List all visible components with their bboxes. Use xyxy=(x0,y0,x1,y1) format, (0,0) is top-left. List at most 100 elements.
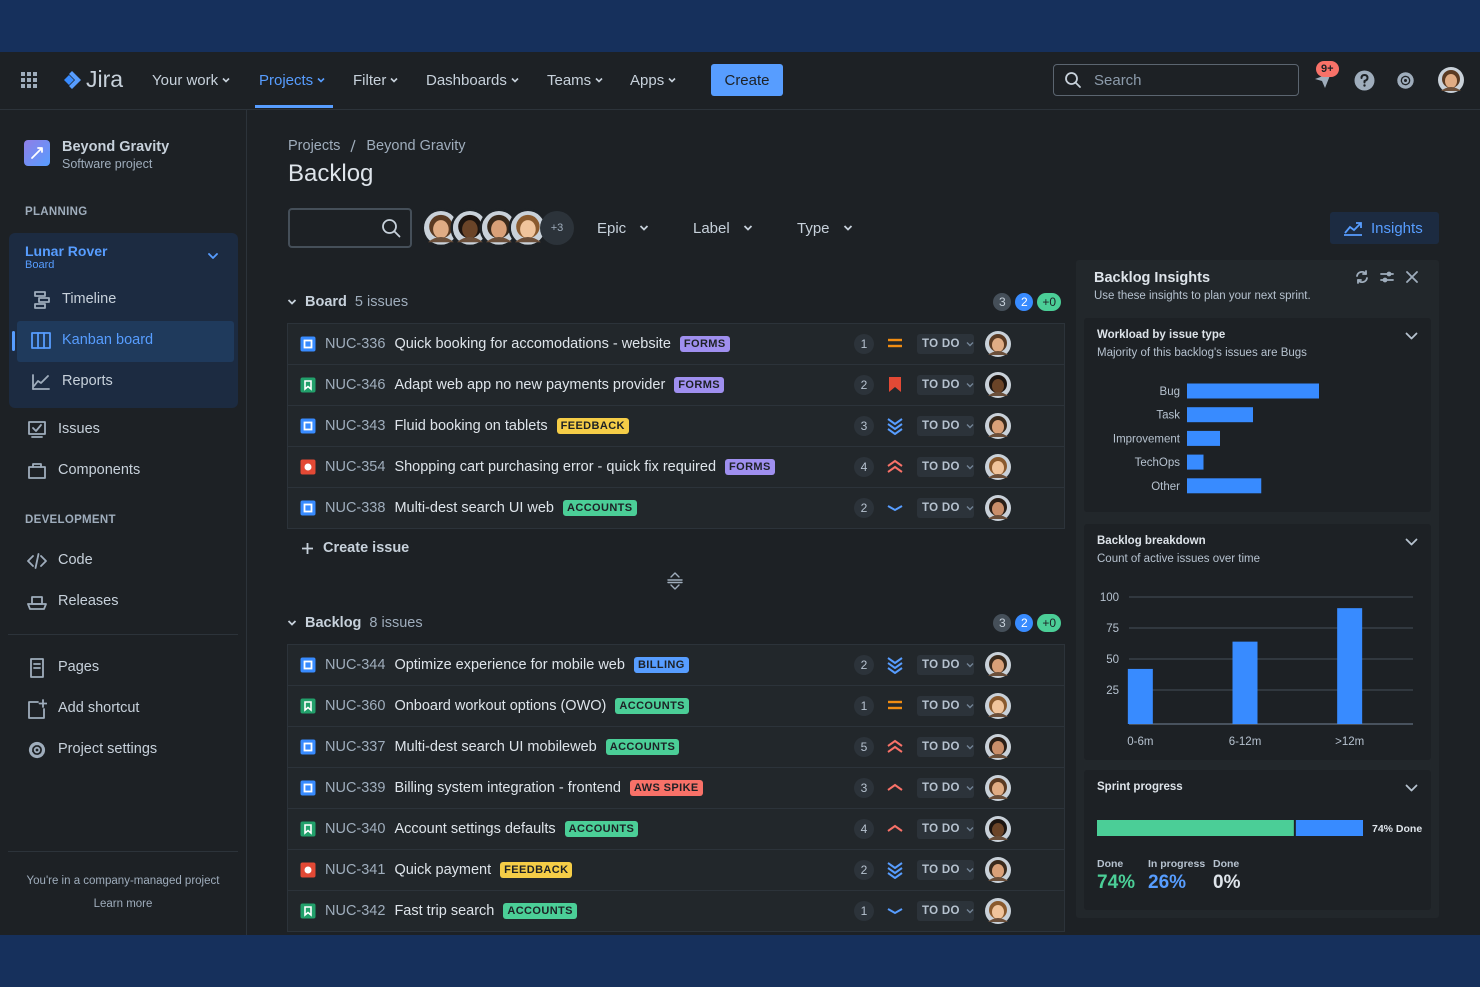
sidebar-item-icon[interactable] xyxy=(31,331,51,351)
sidebar-item-label[interactable]: Kanban board xyxy=(62,332,154,348)
sidebar-item-label[interactable]: Timeline xyxy=(62,291,117,307)
issue-row[interactable]: NUC-339 Billing system integration - fron… xyxy=(287,767,1065,809)
issue-row[interactable]: NUC-336 Quick booking for accomodations -… xyxy=(287,323,1065,365)
issue-status[interactable]: TO DO xyxy=(917,655,974,675)
profile-avatar[interactable] xyxy=(1438,67,1464,93)
people-avatar[interactable] xyxy=(511,211,545,245)
more-people[interactable]: +3 xyxy=(540,211,574,245)
refresh-button[interactable] xyxy=(1355,270,1369,284)
resize-handle[interactable] xyxy=(667,572,683,590)
learn-more-link[interactable]: Learn more xyxy=(93,898,153,910)
issue-main: NUC-341 Quick payment FEEDBACK xyxy=(287,849,573,890)
icon-part xyxy=(1344,222,1362,234)
nav-item[interactable]: Teams xyxy=(547,70,604,90)
card-collapse[interactable] xyxy=(1405,332,1418,341)
sidebar-item-label[interactable]: Pages xyxy=(58,659,100,675)
close-panel-button[interactable] xyxy=(1406,271,1418,283)
card-collapse[interactable] xyxy=(1405,784,1418,793)
filter-dropdown[interactable]: Epic xyxy=(597,218,649,238)
panel-settings-button[interactable] xyxy=(1380,270,1394,284)
issue-status[interactable]: TO DO xyxy=(917,860,974,880)
icon-part xyxy=(304,823,312,835)
icon-part xyxy=(34,291,46,297)
nav-item[interactable]: Dashboards xyxy=(426,70,520,90)
people-avatar[interactable] xyxy=(482,211,516,245)
issue-status[interactable]: TO DO xyxy=(917,696,974,716)
issue-status[interactable]: TO DO xyxy=(917,457,974,477)
sidebar-item-label[interactable]: Issues xyxy=(58,421,100,437)
breadcrumb[interactable]: Projects xyxy=(288,138,341,154)
create-button[interactable]: Create xyxy=(711,64,783,96)
icon-part xyxy=(887,862,903,879)
issue-status[interactable]: TO DO xyxy=(917,778,974,798)
icon-part xyxy=(966,424,974,429)
issue-row[interactable]: NUC-340 Account settings defaults ACCOUNTS… xyxy=(287,808,1065,850)
breadcrumb[interactable]: Beyond Gravity xyxy=(366,138,466,154)
issue-status[interactable]: TO DO xyxy=(917,375,974,395)
section-header[interactable]: Backlog 8 issues xyxy=(287,613,423,633)
settings-icon[interactable] xyxy=(1395,70,1416,91)
sidebar-item-icon[interactable] xyxy=(31,372,51,392)
sidebar-item-label[interactable]: Reports xyxy=(62,373,113,389)
nav-item[interactable]: Apps xyxy=(630,70,677,90)
people-avatar[interactable] xyxy=(453,211,487,245)
section-header[interactable]: Board 5 issues xyxy=(287,292,408,312)
issue-status[interactable]: TO DO xyxy=(917,334,974,354)
sidebar-item-icon[interactable] xyxy=(27,658,47,678)
filter-dropdown[interactable]: Label xyxy=(693,218,753,238)
filter-label: Epic xyxy=(597,219,627,237)
stat-label: Done xyxy=(1213,858,1240,870)
sidebar-item-label[interactable]: Components xyxy=(58,462,141,478)
assignee-avatar xyxy=(985,454,1011,480)
issue-key: NUC-339 xyxy=(325,779,386,796)
issue-status[interactable]: TO DO xyxy=(917,819,974,839)
nav-item[interactable]: Projects xyxy=(259,70,326,90)
issue-priority xyxy=(887,697,903,715)
notification-badge: 9+ xyxy=(1316,61,1339,77)
search-input[interactable]: Search xyxy=(1053,64,1299,96)
y-tick-label: 100 xyxy=(1100,592,1119,604)
issue-status[interactable]: TO DO xyxy=(917,416,974,436)
issue-summary: Optimize experience for mobile web xyxy=(394,656,625,673)
sidebar-item-icon[interactable] xyxy=(27,699,47,719)
issue-row[interactable]: NUC-338 Multi-dest search UI web ACCOUNTS 2… xyxy=(287,487,1065,529)
app-switcher[interactable] xyxy=(20,71,38,89)
icon-part xyxy=(743,225,752,231)
nav-item[interactable]: Your work xyxy=(152,70,231,90)
issue-estimate: 4 xyxy=(854,819,874,839)
sidebar-item-icon[interactable] xyxy=(27,420,47,440)
issue-status[interactable]: TO DO xyxy=(917,498,974,518)
issue-key: NUC-343 xyxy=(325,417,386,434)
issue-status[interactable]: TO DO xyxy=(917,901,974,921)
issue-status[interactable]: TO DO xyxy=(917,737,974,757)
issue-row[interactable]: NUC-360 Onboard workout options (OWO) ACCO… xyxy=(287,685,1065,727)
progress-segment xyxy=(1097,820,1294,836)
sidebar-item-label[interactable]: Code xyxy=(58,552,93,568)
backlog-search[interactable] xyxy=(288,208,412,248)
issue-row[interactable]: NUC-341 Quick payment FEEDBACK 2 TO DO xyxy=(287,849,1065,891)
icon-part xyxy=(28,701,45,719)
people-avatar[interactable] xyxy=(424,211,458,245)
issue-row[interactable]: NUC-342 Fast trip search ACCOUNTS 1 TO DO xyxy=(287,890,1065,932)
issue-row[interactable]: NUC-337 Multi-dest search UI mobileweb ACC… xyxy=(287,726,1065,768)
sidebar-item-icon[interactable] xyxy=(27,592,47,612)
sidebar-item-icon[interactable] xyxy=(27,461,47,481)
filter-dropdown[interactable]: Type xyxy=(797,218,853,238)
create-issue[interactable]: Create issue xyxy=(301,538,409,558)
card-collapse[interactable] xyxy=(1405,538,1418,547)
board-chevron[interactable] xyxy=(207,252,219,262)
issue-row[interactable]: NUC-343 Fluid booking on tablets FEEDBACK 3… xyxy=(287,405,1065,447)
sidebar-item-label[interactable]: Add shortcut xyxy=(58,700,140,716)
sidebar-item-icon[interactable] xyxy=(31,290,51,310)
sidebar-item-label[interactable]: Releases xyxy=(58,593,119,609)
sidebar-item-label[interactable]: Project settings xyxy=(58,741,158,757)
sidebar-item-icon[interactable] xyxy=(27,740,47,760)
issue-row[interactable]: NUC-344 Optimize experience for mobile we… xyxy=(287,644,1065,686)
help-icon[interactable] xyxy=(1354,70,1375,91)
insights-button[interactable]: Insights xyxy=(1330,212,1439,244)
nav-item[interactable]: Filter xyxy=(353,70,399,90)
issue-row[interactable]: NUC-354 Shopping cart purchasing error - … xyxy=(287,446,1065,488)
issue-row[interactable]: NUC-346 Adapt web app no new payments pro… xyxy=(287,364,1065,406)
x-tick-label: 6-12m xyxy=(1229,736,1262,748)
sidebar-item-icon[interactable] xyxy=(27,551,47,571)
